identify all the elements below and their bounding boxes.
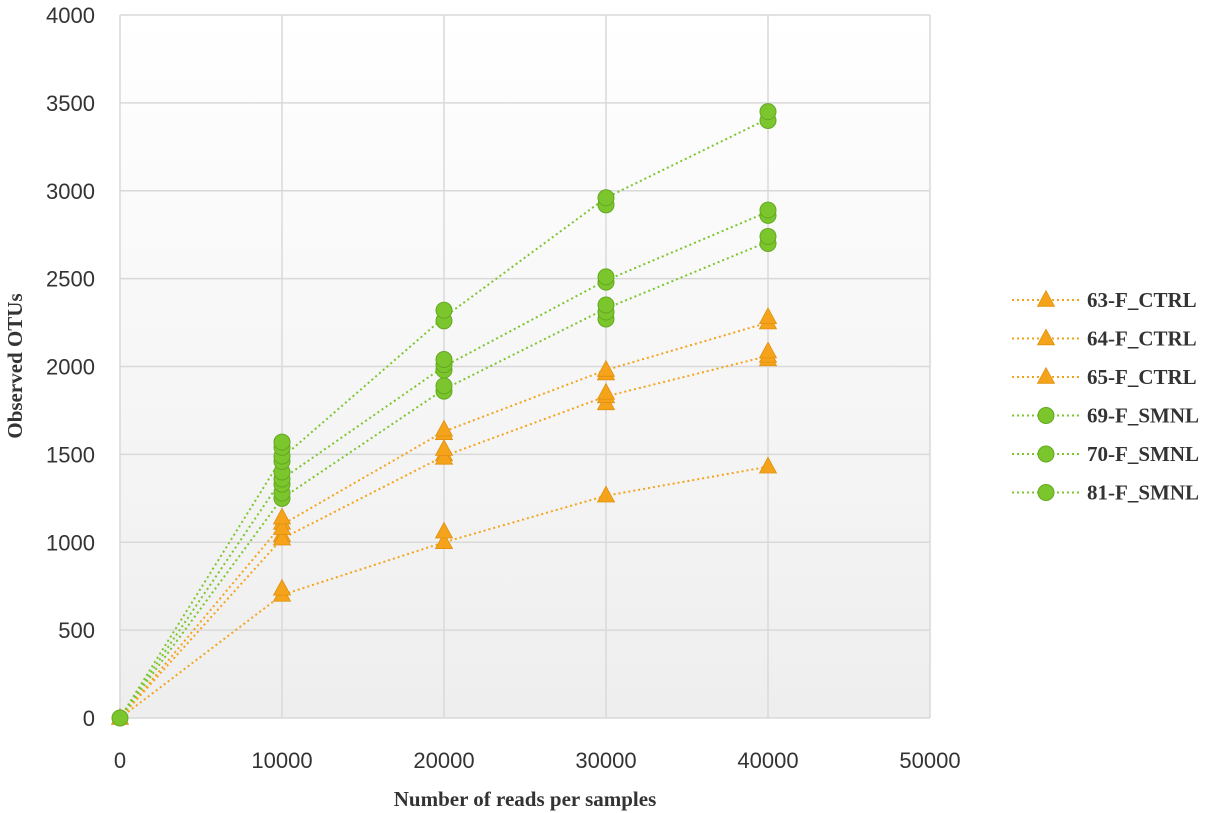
x-tick-label: 40000	[737, 748, 798, 773]
data-point-63-F_CTRL	[434, 521, 454, 539]
y-tick-label: 1500	[46, 442, 95, 467]
data-point-65-F_CTRL	[596, 359, 616, 377]
data-point-64-F_CTRL	[596, 382, 616, 400]
data-point-81-F_SMNL	[759, 103, 777, 121]
data-point-69-F_SMNL	[597, 296, 615, 314]
legend-marker	[1036, 366, 1056, 384]
legend-label: 70-F_SMNL	[1087, 442, 1199, 466]
trend-line-64-F_CTRL	[119, 355, 769, 719]
data-point-69-F_SMNL	[435, 377, 453, 395]
y-tick-label: 0	[83, 706, 95, 731]
data-point-70-F_SMNL	[597, 268, 615, 286]
data-point-70-F_SMNL	[435, 350, 453, 368]
data-point-64-F_CTRL	[272, 528, 292, 546]
legend-marker	[1037, 484, 1055, 501]
data-points	[110, 103, 778, 727]
data-point-65-F_CTRL	[434, 419, 454, 437]
trend-line-69-F_SMNL	[119, 240, 769, 719]
data-point-81-F_SMNL	[435, 301, 453, 319]
y-tick-label: 3500	[46, 91, 95, 116]
x-tick-label: 30000	[575, 748, 636, 773]
legend-label: 81-F_SMNL	[1087, 481, 1199, 505]
legend-label: 64-F_CTRL	[1087, 327, 1197, 351]
x-tick-label: 10000	[251, 748, 312, 773]
x-tick-label: 0	[114, 748, 126, 773]
legend-marker	[1037, 407, 1055, 424]
y-tick-label: 500	[58, 618, 95, 643]
data-point-65-F_CTRL	[272, 507, 292, 525]
legend-marker	[1036, 328, 1056, 346]
legend: 63-F_CTRL 64-F_CTRL 65-F_CTRL 69-F_SMNL 70-F…	[1012, 288, 1199, 505]
y-axis-title: Observed OTUs	[3, 293, 27, 438]
data-point-70-F_SMNL	[759, 201, 777, 219]
data-point-63-F_CTRL	[596, 485, 616, 503]
data-point-64-F_CTRL	[434, 438, 454, 456]
data-point-63-F_CTRL	[758, 456, 778, 474]
data-point-81-F_SMNL	[273, 433, 291, 451]
x-tick-label: 20000	[413, 748, 474, 773]
legend-label: 69-F_SMNL	[1087, 404, 1199, 428]
data-point-63-F_CTRL	[272, 578, 292, 596]
x-axis-title: Number of reads per samples	[394, 787, 657, 811]
data-point-69-F_SMNL	[759, 227, 777, 245]
x-tick-label: 50000	[899, 748, 960, 773]
data-point-64-F_CTRL	[434, 447, 454, 465]
data-point-64-F_CTRL	[758, 341, 778, 359]
data-point-63-F_CTRL	[434, 532, 454, 549]
y-tick-label: 2000	[46, 355, 95, 380]
y-tick-label: 1000	[46, 530, 95, 555]
legend-marker	[1037, 445, 1055, 463]
y-tick-label: 4000	[46, 3, 95, 28]
data-point-81-F_SMNL	[597, 189, 615, 207]
data-point-69-F_SMNL	[111, 709, 129, 727]
legend-label: 65-F_CTRL	[1087, 365, 1197, 389]
data-point-65-F_CTRL	[272, 518, 292, 535]
data-point-65-F_CTRL	[758, 307, 778, 324]
legend-marker	[1036, 289, 1056, 307]
y-tick-label: 3000	[46, 179, 95, 204]
legend-label: 63-F_CTRL	[1087, 288, 1197, 312]
trend-line-63-F_CTRL	[119, 465, 769, 719]
y-tick-label: 2500	[46, 267, 95, 292]
